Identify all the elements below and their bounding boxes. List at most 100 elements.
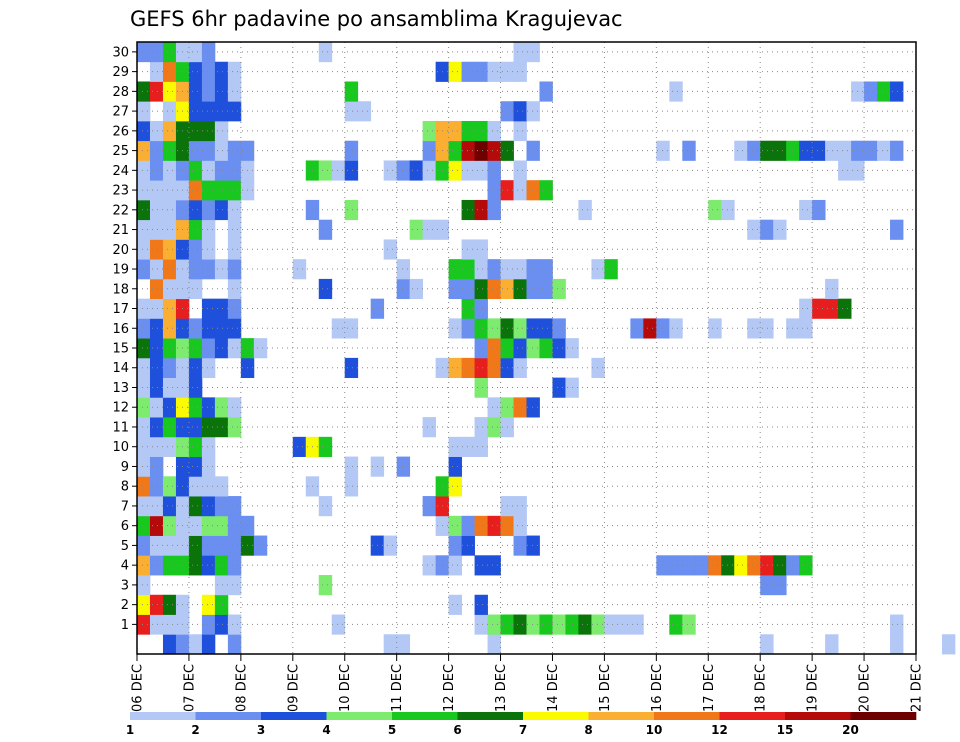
heatmap-cell (188, 535, 203, 556)
heatmap-cell (201, 456, 216, 477)
y-tick-label: 28 (112, 85, 129, 100)
heatmap-cell (474, 318, 488, 339)
heatmap-cell (331, 614, 346, 635)
heatmap-cell (526, 101, 540, 122)
heatmap-cell (201, 298, 216, 319)
heatmap-cell (162, 160, 177, 181)
x-tick-label: 09 DEC (286, 664, 301, 712)
heatmap-cell (137, 180, 151, 201)
y-tick-label: 8 (121, 480, 129, 495)
heatmap-cell (188, 42, 203, 63)
heatmap-cell (890, 140, 904, 161)
heatmap-cell (526, 397, 540, 418)
heatmap-cell (137, 397, 151, 418)
heatmap-cell (227, 219, 242, 240)
heatmap-cell (149, 594, 164, 615)
heatmap-cell (422, 417, 437, 438)
heatmap-cell (201, 515, 216, 536)
heatmap-cell (227, 180, 242, 201)
heatmap-cell (474, 61, 488, 82)
heatmap-cell (149, 515, 164, 536)
heatmap-cell (617, 614, 631, 635)
heatmap-cell (474, 614, 488, 635)
heatmap-cell (474, 417, 488, 438)
heatmap-cell (825, 634, 839, 655)
heatmap-cell (201, 338, 216, 359)
heatmap-cell (253, 338, 268, 359)
heatmap-cell (526, 259, 540, 280)
heatmap-cell (162, 42, 177, 63)
heatmap-cell (474, 298, 488, 319)
y-tick-label: 16 (112, 322, 129, 337)
heatmap-cell (461, 120, 475, 142)
heatmap-cell (669, 555, 683, 576)
heatmap-cell (201, 594, 216, 615)
heatmap-cell (162, 101, 177, 122)
heatmap-cell (162, 199, 177, 221)
heatmap-cell (188, 101, 203, 122)
heatmap-cell (513, 160, 527, 181)
heatmap-cell (162, 120, 177, 142)
heatmap-cell (539, 259, 553, 280)
heatmap-cell (214, 515, 229, 536)
heatmap-cell (162, 81, 177, 102)
heatmap-cell (214, 120, 229, 142)
heatmap-cell (149, 259, 164, 280)
heatmap-cell (461, 535, 475, 556)
heatmap-cell (422, 120, 437, 142)
heatmap-cell (513, 101, 527, 122)
heatmap-cell (591, 357, 605, 379)
heatmap-cell (188, 476, 203, 497)
heatmap-cell (227, 318, 242, 339)
heatmap-cell (162, 555, 177, 576)
heatmap-cell (513, 259, 527, 280)
x-tick-label: 07 DEC (182, 664, 197, 712)
heatmap-cell (409, 278, 424, 300)
x-tick-label: 08 DEC (234, 664, 249, 712)
x-tick-label: 10 DEC (338, 664, 353, 712)
heatmap-cell (461, 298, 475, 319)
heatmap-cell (604, 259, 618, 280)
grid-lines (137, 42, 916, 654)
heatmap-cell (188, 397, 203, 418)
heatmap-cell (552, 318, 566, 339)
heatmap-cell (201, 199, 216, 221)
heatmap-cell (487, 160, 501, 181)
heatmap-cell (149, 614, 164, 635)
heatmap-cell (292, 436, 307, 457)
heatmap-cell (487, 278, 501, 300)
heatmap-cell (422, 219, 437, 240)
heatmap-cell (760, 555, 774, 576)
heatmap-cell (188, 318, 203, 339)
heatmap-cell (162, 180, 177, 201)
heatmap-cell (357, 101, 372, 122)
legend-swatch (654, 712, 720, 720)
heatmap-cell (487, 199, 501, 221)
heatmap-cell (383, 160, 398, 181)
x-tick-label: 18 DEC (754, 664, 769, 712)
y-tick-label: 6 (121, 519, 129, 534)
heatmap-cell (201, 219, 216, 240)
heatmap-cell (227, 515, 242, 536)
heatmap-cell (487, 397, 501, 418)
heatmap-cell (318, 575, 333, 596)
heatmap-cell (448, 278, 462, 300)
heatmap-cell (825, 298, 839, 319)
y-axis: 1234567891011121314151617181920212223242… (112, 45, 137, 633)
heatmap-cell (149, 120, 164, 142)
heatmap-cell (825, 140, 839, 161)
heatmap-cell (214, 535, 229, 556)
heatmap-cell (513, 397, 527, 418)
heatmap-cell (448, 160, 462, 181)
heatmap-cell (474, 555, 488, 576)
legend-swatch (195, 712, 262, 720)
heatmap-cell (162, 140, 177, 161)
heatmap-cell (201, 101, 216, 122)
heatmap-cell (227, 555, 242, 576)
heatmap-cell (188, 377, 203, 398)
heatmap-cell (149, 357, 164, 379)
heatmap-cell (188, 555, 203, 576)
heatmap-cell (474, 259, 488, 280)
heatmap-cell (474, 278, 488, 300)
heatmap-cell (201, 120, 216, 142)
